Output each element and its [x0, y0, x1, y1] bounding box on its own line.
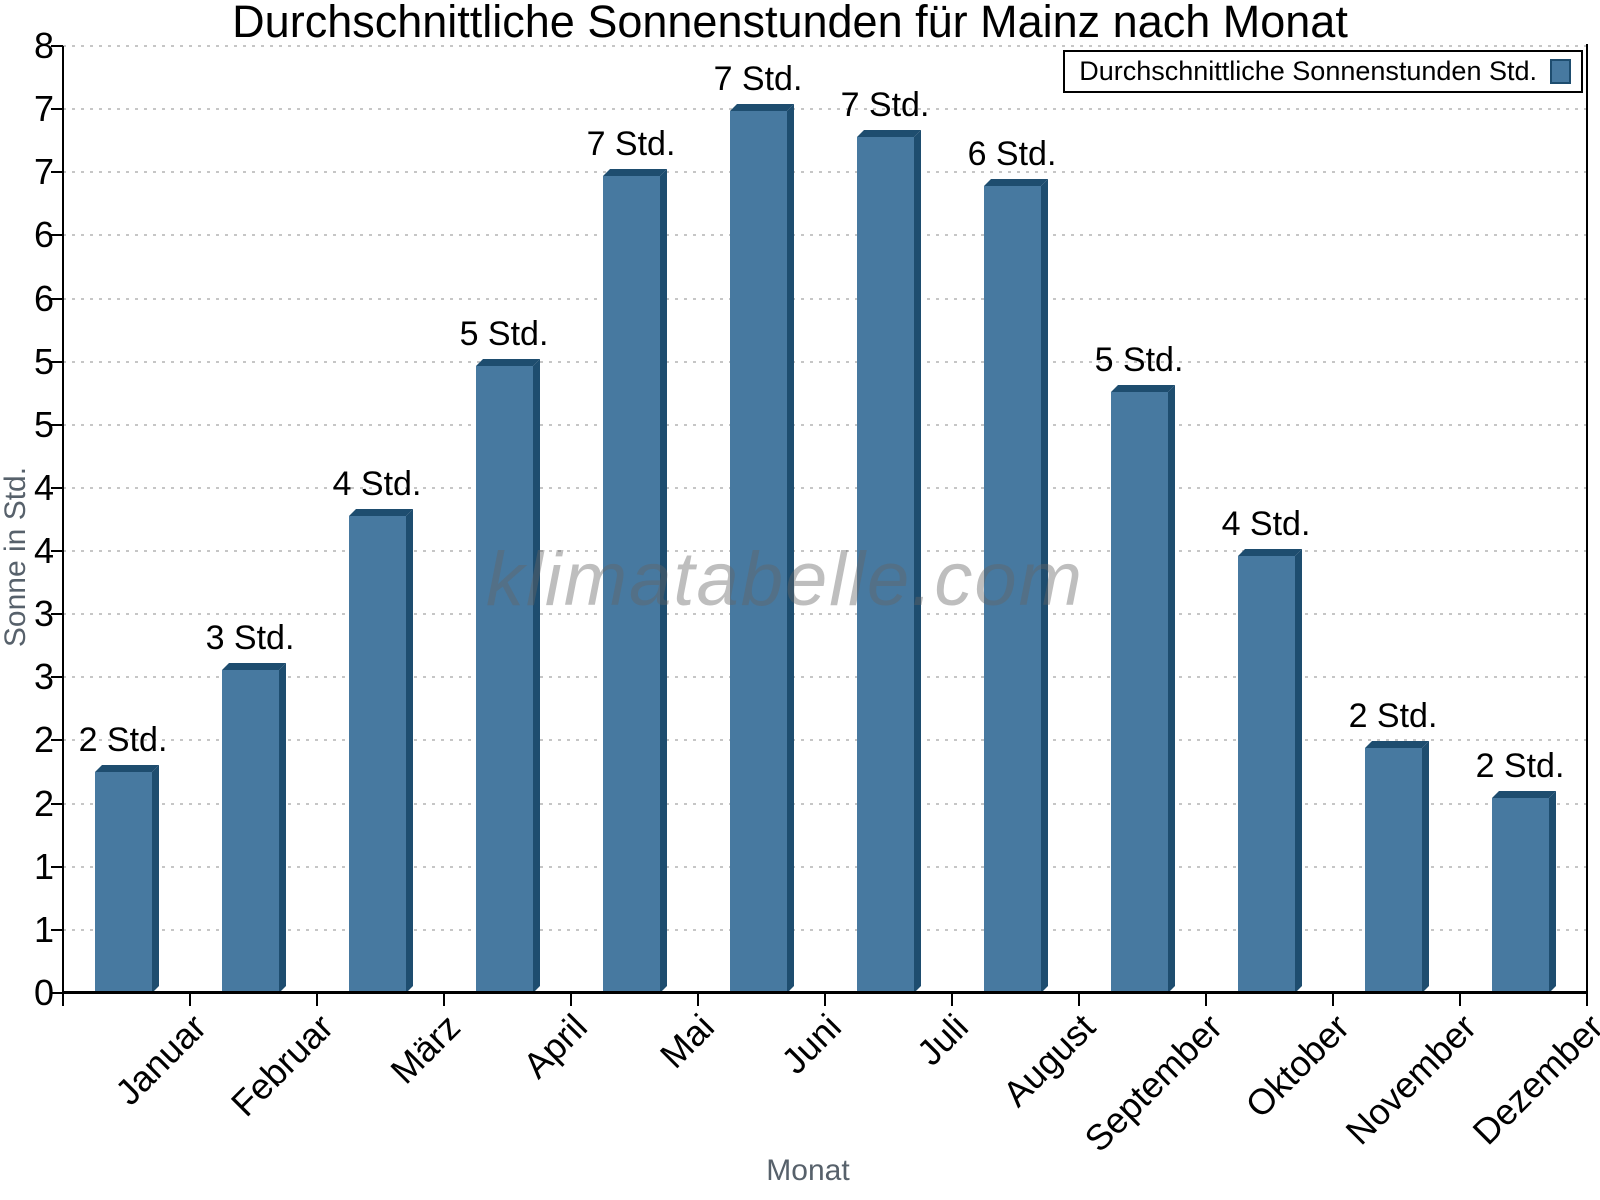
x-axis-tick	[316, 994, 318, 1006]
x-axis-tick	[1459, 994, 1461, 1006]
bar-value-label: 7 Std.	[840, 86, 930, 124]
y-axis-tick	[51, 613, 63, 616]
y-axis-tick	[51, 802, 63, 805]
y-axis-tick-label: 2	[33, 782, 54, 824]
x-axis-tick	[1205, 994, 1207, 1006]
plot-right-border	[1586, 44, 1588, 993]
y-axis-tick-label: 5	[33, 403, 54, 445]
y-axis-tick	[51, 928, 63, 931]
x-axis-tick	[1332, 994, 1334, 1006]
gridline	[63, 171, 1587, 174]
x-axis-tick	[697, 994, 699, 1006]
bar-juli	[857, 130, 921, 993]
y-axis-tick-label: 7	[33, 151, 54, 193]
y-axis-tick-label: 1	[33, 908, 54, 950]
y-axis-tick-label: 1	[33, 845, 54, 887]
y-axis-tick	[51, 171, 63, 174]
bar-oktober	[1238, 549, 1302, 993]
bar-value-label: 5 Std.	[459, 315, 549, 353]
bar-value-label: 2 Std.	[78, 721, 168, 759]
bar-märz	[349, 509, 413, 993]
bar-value-label: 2 Std.	[1348, 697, 1438, 735]
gridline	[63, 297, 1587, 300]
y-axis-tick	[51, 108, 63, 111]
bar-april	[476, 359, 540, 993]
x-axis-tick	[570, 994, 572, 1006]
chart-title: Durchschnittliche Sonnenstunden für Main…	[232, 0, 1348, 47]
x-axis-tick	[824, 994, 826, 1006]
y-axis-tick-label: 4	[33, 530, 54, 572]
x-axis-title: Monat	[766, 1154, 850, 1187]
y-axis-line	[62, 46, 64, 993]
gridline	[63, 45, 1587, 47]
y-axis-tick-label: 7	[33, 88, 54, 130]
y-axis-tick	[51, 676, 63, 679]
bar-value-label: 7 Std.	[586, 125, 676, 163]
gridline	[63, 486, 1587, 489]
gridline	[63, 865, 1587, 868]
y-axis-tick	[51, 423, 63, 426]
y-axis-tick	[51, 297, 63, 300]
x-axis-tick	[62, 994, 64, 1006]
y-axis-tick	[51, 550, 63, 553]
y-axis-tick-label: 6	[33, 214, 54, 256]
y-axis-tick-label: 4	[33, 466, 54, 508]
y-axis-tick-label: 3	[33, 593, 54, 635]
gridline	[63, 550, 1587, 553]
y-axis-tick	[51, 45, 63, 47]
x-axis-tick	[189, 994, 191, 1006]
bar-januar	[95, 765, 159, 993]
x-axis-line	[62, 991, 1588, 994]
x-axis-tick	[1586, 994, 1588, 1006]
bar-dezember	[1492, 791, 1556, 993]
gridline	[63, 360, 1587, 363]
x-axis-tick	[951, 994, 953, 1006]
bar-value-label: 7 Std.	[713, 60, 803, 98]
y-axis-tick	[51, 865, 63, 868]
y-axis-tick-label: 6	[33, 277, 54, 319]
bar-mai	[603, 169, 667, 993]
gridline	[63, 108, 1587, 111]
legend-box: Durchschnittliche Sonnenstunden Std.	[1063, 50, 1583, 93]
y-axis-tick	[51, 234, 63, 237]
bar-februar	[222, 663, 286, 993]
y-axis-tick-label: 5	[33, 340, 54, 382]
gridline	[63, 234, 1587, 237]
y-axis-tick	[51, 486, 63, 489]
bar-value-label: 4 Std.	[332, 465, 422, 503]
bar-november	[1365, 741, 1429, 993]
y-axis-tick	[51, 739, 63, 742]
legend-swatch-icon	[1550, 59, 1571, 84]
gridline	[63, 928, 1587, 931]
bar-august	[984, 179, 1048, 993]
watermark: klimatabelle.com	[486, 537, 1084, 622]
bar-value-label: 2 Std.	[1475, 747, 1565, 785]
bar-value-label: 4 Std.	[1221, 505, 1311, 543]
gridline	[63, 613, 1587, 616]
gridline	[63, 423, 1587, 426]
y-axis-tick	[51, 360, 63, 363]
y-axis-tick-label: 0	[33, 972, 54, 1013]
y-axis-tick-label: 8	[33, 25, 54, 66]
y-axis-tick	[51, 992, 63, 994]
gridline	[63, 739, 1587, 742]
bar-september	[1111, 385, 1175, 993]
bar-value-label: 5 Std.	[1094, 341, 1184, 379]
bar-value-label: 6 Std.	[967, 135, 1057, 173]
x-axis-tick	[1078, 994, 1080, 1006]
gridline	[63, 676, 1587, 679]
bar-value-label: 3 Std.	[205, 619, 295, 657]
legend-label: Durchschnittliche Sonnenstunden Std.	[1079, 56, 1537, 86]
x-axis-tick	[443, 994, 445, 1006]
y-axis-tick-label: 2	[33, 719, 54, 761]
bar-juni	[730, 104, 794, 993]
gridline	[63, 802, 1587, 805]
y-axis-tick-label: 3	[33, 656, 54, 698]
